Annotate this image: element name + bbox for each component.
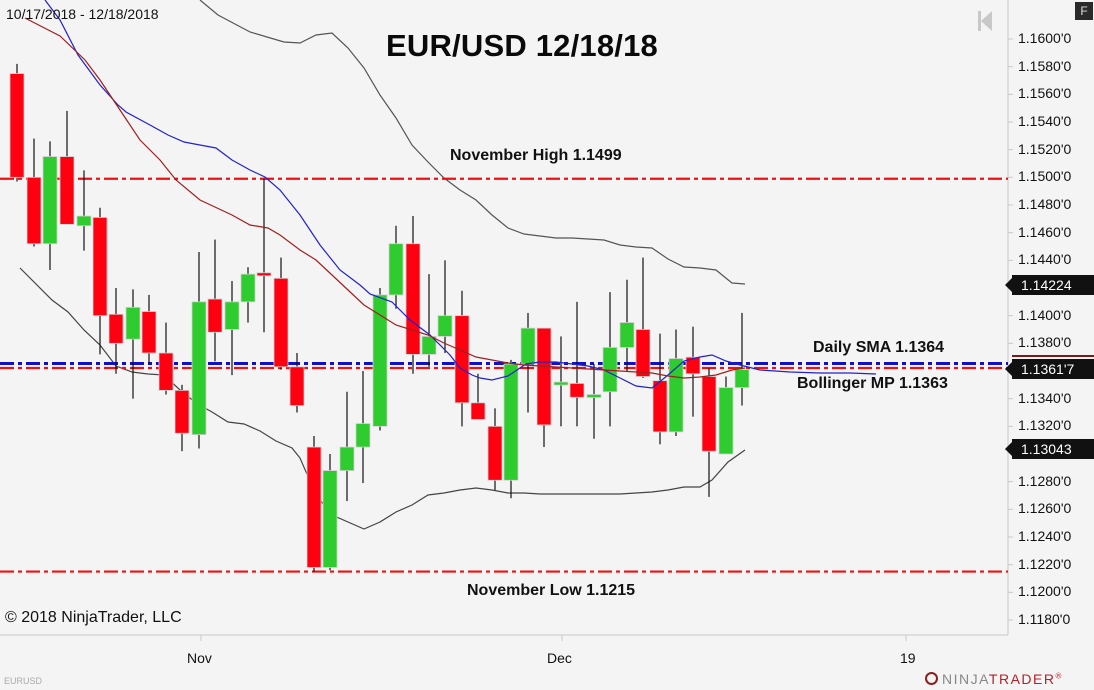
chart-title: EUR/USD 12/18/18 (386, 28, 658, 63)
date-range: 10/17/2018 - 12/18/2018 (6, 6, 159, 22)
daily-sma-label: Daily SMA 1.1364 (813, 339, 945, 356)
y-axis-label: 1.1600'0 (1018, 30, 1072, 46)
x-label-19: 19 (900, 650, 916, 666)
y-axis-label: 1.1520'0 (1018, 140, 1072, 157)
x-axis-ticks (200, 635, 907, 641)
y-axis-ticks (1008, 38, 1013, 621)
bollinger-mp-label: Bollinger MP 1.1363 (797, 375, 948, 392)
y-axis-label: 1.1260'0 (1018, 500, 1072, 517)
moving-averages (24, 0, 877, 389)
copyright-text: © 2018 NinjaTrader, LLC (5, 609, 182, 626)
november-high-label: November High 1.1499 (450, 147, 622, 164)
y-axis-label: 1.1280'0 (1018, 472, 1072, 489)
f-button[interactable]: F (1075, 2, 1093, 20)
y-axis-label: 1.1400'0 (1018, 306, 1072, 323)
ninjatrader-logo: NINJATRADER® (925, 671, 1063, 687)
y-axis-label: 1.1440'0 (1018, 251, 1072, 268)
november-low-label: November Low 1.1215 (467, 582, 636, 599)
y-axis-label: 1.1340'0 (1018, 389, 1072, 406)
y-axis-label: 1.1560'0 (1018, 85, 1072, 102)
y-axis-label: 1.1180'0 (1018, 610, 1071, 627)
y-axis-label: 1.1200'0 (1018, 583, 1072, 600)
y-axis-label: 1.1240'0 (1018, 527, 1072, 544)
y-axis-label: 1.1540'0 (1018, 112, 1072, 129)
y-axis-label: 1.1480'0 (1018, 195, 1072, 212)
x-label-dec: Dec (547, 650, 572, 666)
y-axis-label: 1.1380'0 (1018, 334, 1072, 351)
y-axis-label: 1.1500'0 (1018, 168, 1072, 185)
y-axis-label: 1.1580'0 (1018, 57, 1072, 74)
y-axis-label: 1.1320'0 (1018, 417, 1072, 434)
y-axis-label: 1.1220'0 (1018, 555, 1072, 572)
ninjatrader-logo-icon (925, 672, 938, 685)
symbol-label: EURUSD (4, 676, 43, 686)
lower-band-price-tag: 1.13043 (1005, 439, 1094, 459)
last-price-tag: 1.1361'7 (1005, 359, 1094, 379)
x-label-nov: Nov (187, 650, 212, 666)
scroll-to-start-icon[interactable] (977, 10, 993, 32)
y-axis-label: 1.1460'0 (1018, 223, 1072, 240)
bollinger-bands (19, 0, 746, 530)
candles (9, 63, 750, 572)
upper-band-price-tag: 1.14224 (1005, 275, 1094, 295)
